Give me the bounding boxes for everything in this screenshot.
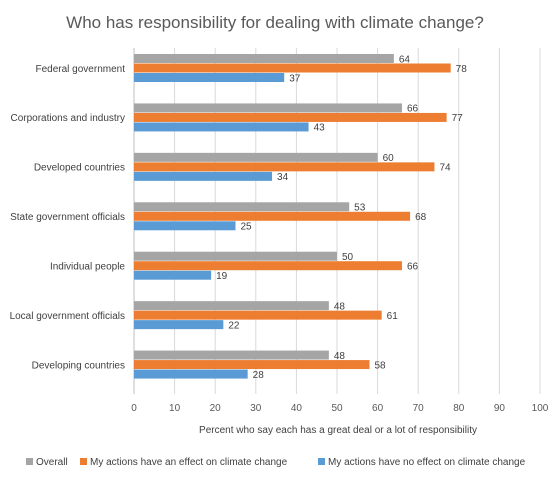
- data-label: 64: [399, 54, 411, 65]
- bar: [134, 320, 224, 330]
- bar: [134, 301, 329, 311]
- x-tick-label: 0: [131, 403, 137, 414]
- data-label: 77: [452, 113, 464, 124]
- data-label: 74: [439, 163, 451, 174]
- data-label: 48: [334, 351, 346, 362]
- data-label: 60: [383, 153, 395, 164]
- data-label: 53: [354, 203, 366, 214]
- legend-label: My actions have no effect on climate cha…: [328, 457, 526, 468]
- legend: Overall My actions have an effect on clim…: [26, 457, 526, 468]
- x-tick-label: 40: [291, 403, 303, 414]
- legend-swatch: [26, 458, 33, 465]
- category-label: Individual people: [50, 261, 125, 272]
- data-label: 19: [216, 271, 228, 282]
- data-label: 22: [228, 320, 240, 331]
- data-labels: 64 78 37 66 77 43 60 74 34 53 68 25 50 66 19 48 61 22 48 58…: [216, 54, 467, 381]
- x-tick-label: 30: [250, 403, 262, 414]
- data-label: 58: [374, 360, 386, 371]
- bar: [134, 73, 285, 82]
- bars: [134, 54, 451, 379]
- bar: [134, 122, 309, 132]
- bar: [134, 360, 370, 370]
- bar: [134, 162, 435, 172]
- data-label: 48: [334, 301, 346, 312]
- bar: [134, 63, 451, 73]
- category-label: Corporations and industry: [10, 113, 125, 124]
- data-label: 61: [387, 311, 399, 322]
- data-label: 78: [456, 64, 468, 75]
- data-label: 43: [314, 123, 326, 134]
- bar: [134, 270, 212, 280]
- x-tick-label: 20: [210, 403, 222, 414]
- chart-title: Who has responsibility for dealing with …: [66, 13, 484, 32]
- data-label: 66: [407, 261, 419, 272]
- category-label: Developing countries: [32, 360, 125, 371]
- bar: [134, 211, 411, 221]
- x-tick-label: 50: [331, 403, 343, 414]
- bar: [134, 261, 402, 271]
- data-label: 66: [407, 104, 419, 115]
- x-tick-label: 90: [494, 403, 506, 414]
- data-label: 25: [241, 222, 253, 233]
- legend-label: My actions have an effect on climate cha…: [90, 457, 288, 468]
- category-label: State government officials: [10, 212, 125, 223]
- bar: [134, 221, 236, 231]
- bar: [134, 202, 350, 212]
- grid-lines: [133, 48, 541, 394]
- category-label: Developed countries: [34, 163, 125, 174]
- bar: [134, 112, 447, 122]
- bar: [134, 54, 394, 63]
- bar: [134, 152, 378, 162]
- data-label: 50: [342, 252, 354, 263]
- x-tick-label: 60: [372, 403, 384, 414]
- bar: [134, 171, 273, 181]
- bar: [134, 103, 402, 113]
- x-axis-title: Percent who say each has a great deal or…: [199, 425, 477, 436]
- category-label: Local government officials: [10, 311, 125, 322]
- data-label: 28: [253, 370, 265, 381]
- x-tick-label: 10: [169, 403, 181, 414]
- bar: [134, 350, 329, 360]
- legend-label: Overall: [36, 457, 68, 468]
- bar: [134, 251, 337, 261]
- data-label: 68: [415, 212, 427, 223]
- x-tick-labels: 0 10 20 30 40 50 60 70 80 90 100: [131, 403, 549, 414]
- data-label: 37: [289, 73, 301, 84]
- bar: [134, 310, 382, 320]
- x-tick-label: 70: [413, 403, 425, 414]
- x-tick-label: 80: [453, 403, 465, 414]
- x-tick-label: 100: [532, 403, 549, 414]
- legend-swatch: [80, 458, 87, 465]
- data-label: 34: [277, 172, 289, 183]
- bar: [134, 369, 248, 379]
- category-label: Federal government: [36, 64, 126, 75]
- legend-swatch: [318, 458, 325, 465]
- category-labels: Federal government Corporations and indus…: [10, 64, 126, 372]
